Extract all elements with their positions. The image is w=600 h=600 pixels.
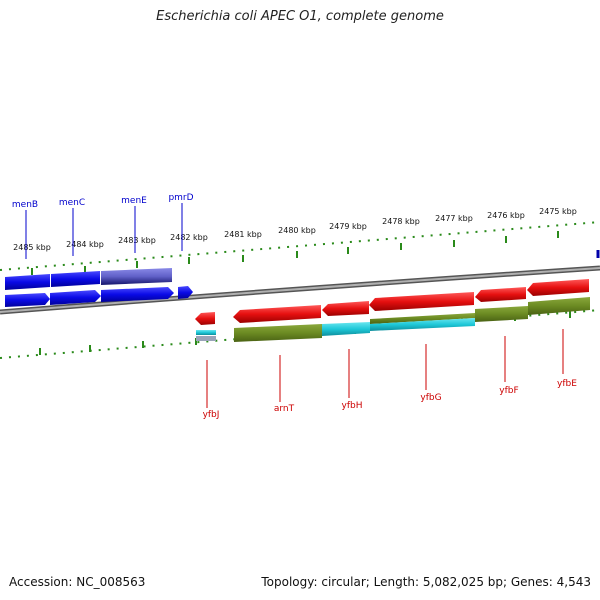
feature-olive-3[interactable] bbox=[475, 306, 528, 322]
gene-arrow-b4[interactable] bbox=[5, 293, 50, 307]
scale-tick-label: 2475 kbp bbox=[539, 207, 577, 216]
gene-arrow-menC[interactable] bbox=[51, 271, 100, 287]
genome-backbone-highlight bbox=[0, 267, 600, 313]
genome-summary-text: Topology: circular; Length: 5,082,025 bp… bbox=[261, 575, 591, 589]
feature-yfbJ-cyan[interactable] bbox=[196, 330, 216, 335]
forward-strand-track bbox=[5, 268, 193, 307]
gene-label-yfbE[interactable]: yfbE bbox=[557, 379, 577, 389]
gene-arrow-b6[interactable] bbox=[101, 287, 174, 302]
feature-olive-4[interactable] bbox=[528, 297, 590, 315]
gene-label-menB[interactable]: menB bbox=[12, 200, 38, 210]
feature-cyan-1[interactable] bbox=[322, 322, 370, 336]
reverse-strand-track bbox=[195, 279, 590, 342]
scale-tick-label: 2483 kbp bbox=[118, 236, 156, 245]
gene-arrow-yfbG[interactable] bbox=[369, 292, 474, 311]
scale-tick-label: 2476 kbp bbox=[487, 211, 525, 220]
feature-olive-1[interactable] bbox=[234, 324, 322, 342]
accession-text: Accession: NC_008563 bbox=[9, 575, 146, 589]
feature-olive-2[interactable] bbox=[370, 313, 475, 324]
gene-label-arnT[interactable]: arnT bbox=[274, 404, 295, 414]
map-title: Escherichia coli APEC O1, complete genom… bbox=[156, 9, 444, 24]
gene-arrow-menE[interactable] bbox=[101, 268, 172, 285]
feature-yfbJ-grey[interactable] bbox=[196, 336, 216, 341]
scale-tick-label: 2482 kbp bbox=[170, 233, 208, 242]
gene-arrow-arnT[interactable] bbox=[233, 305, 321, 323]
scale-tick-label: 2481 kbp bbox=[224, 230, 262, 239]
gene-arrow-yfbH[interactable] bbox=[322, 301, 369, 316]
scale-tick-label: 2480 kbp bbox=[278, 226, 316, 235]
gene-label-pmrD[interactable]: pmrD bbox=[168, 193, 193, 203]
gene-arrow-menB[interactable] bbox=[5, 274, 50, 290]
scale-tick-label: 2477 kbp bbox=[435, 214, 473, 223]
scale-tick-label: 2485 kbp bbox=[13, 243, 51, 252]
gene-arrow-yfbE[interactable] bbox=[527, 279, 589, 296]
gene-arrow-b5[interactable] bbox=[50, 290, 101, 305]
scale-tick-label: 2478 kbp bbox=[382, 217, 420, 226]
gene-arrow-yfbJ[interactable] bbox=[195, 312, 215, 325]
gene-label-menC[interactable]: menC bbox=[59, 198, 85, 208]
feature-cyan-2[interactable] bbox=[370, 318, 475, 331]
gene-label-menE[interactable]: menE bbox=[121, 196, 147, 206]
gene-arrow-pmrD[interactable] bbox=[178, 286, 193, 299]
gene-label-yfbF[interactable]: yfbF bbox=[499, 386, 518, 396]
gene-label-yfbJ[interactable]: yfbJ bbox=[203, 410, 220, 420]
scale-tick-label: 2484 kbp bbox=[66, 240, 104, 249]
gene-label-yfbH[interactable]: yfbH bbox=[342, 401, 363, 411]
gene-arrow-yfbF[interactable] bbox=[475, 287, 526, 302]
scale-tick-label: 2479 kbp bbox=[329, 222, 367, 231]
gene-label-yfbG[interactable]: yfbG bbox=[420, 393, 441, 403]
